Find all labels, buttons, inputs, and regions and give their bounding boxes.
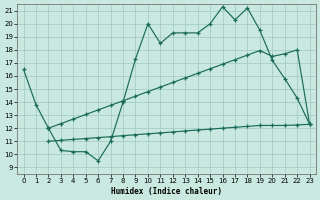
X-axis label: Humidex (Indice chaleur): Humidex (Indice chaleur): [111, 187, 222, 196]
